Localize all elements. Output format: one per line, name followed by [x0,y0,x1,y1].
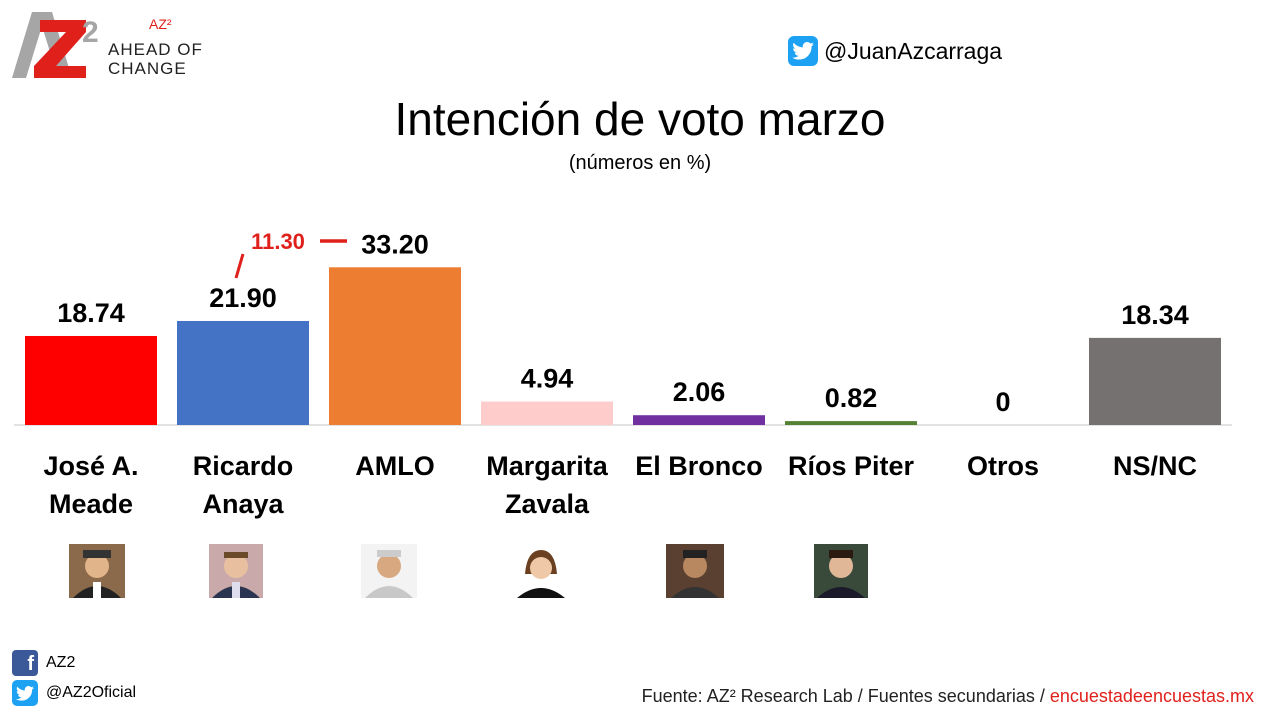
category-label-7-0: NS/NC [1113,451,1197,481]
svg-text:2: 2 [82,16,99,49]
facebook-name: AZ2 [46,654,76,671]
value-label-4: 2.06 [673,377,726,407]
bar-1 [177,320,309,425]
photo-bronco [666,544,724,598]
photo-zavala [513,544,569,598]
value-label-6: 0 [995,387,1010,417]
category-label-3-0: Margarita [486,451,609,481]
source-text: Fuente: AZ² Research Lab / Fuentes secun… [641,686,1050,706]
bar-7 [1089,337,1221,425]
twitter-link[interactable]: @AZ2Oficial [12,680,136,706]
category-label-3-1: Zavala [505,489,590,519]
category-label-0-1: Meade [49,489,133,519]
facebook-link[interactable]: f AZ2 [12,650,75,676]
difference-annotation: 11.30 [251,229,305,254]
az2-logo-mark: 2 [12,12,99,78]
category-label-1-1: Anaya [202,489,284,519]
photo-rios-piter [814,544,868,598]
value-label-7: 18.34 [1121,300,1189,330]
twitter-handle[interactable]: @JuanAzcarraga [788,36,1002,66]
category-label-4-0: El Bronco [635,451,763,481]
ahead-line-1: AHEAD OF [108,40,203,59]
source-note: Fuente: AZ² Research Lab / Fuentes secun… [642,686,1254,707]
bar-0 [25,335,157,425]
bar-chart: 18.74 José A. Meade 21.90 Ricardo Anaya 33.20 A… [14,229,1232,519]
az2-logo: 2 AZ² AHEAD OF CHANGE [12,12,212,82]
value-label-5: 0.82 [825,383,878,413]
twitter-small-icon [12,680,38,706]
az2-label: AZ² [149,16,172,32]
twitter-account: @AZ2Oficial [46,684,137,701]
chart-title: Intención de voto marzo [394,93,886,145]
category-label-0-0: José A. [43,451,138,481]
category-label-6-0: Otros [967,451,1039,481]
bar-5 [785,421,917,425]
annotation-connector-left [234,253,245,279]
source-link[interactable]: encuestadeencuestas.mx [1049,686,1254,706]
category-label-1-0: Ricardo [193,451,294,481]
bar-4 [633,415,765,425]
chart-subtitle: (números en %) [568,152,712,174]
photo-anaya [209,544,263,598]
photo-meade [69,544,125,598]
twitter-icon [788,36,818,66]
ahead-of-change: AHEAD OF CHANGE [108,40,203,78]
photo-amlo [361,544,417,598]
category-label-5-0: Ríos Piter [788,451,915,481]
bar-2 [329,267,461,425]
facebook-icon: f [12,650,38,676]
bar-3 [481,401,613,425]
category-label-2-0: AMLO [355,451,434,481]
value-label-3: 4.94 [521,364,574,394]
value-label-0: 18.74 [57,298,125,328]
value-label-2: 33.20 [361,229,429,259]
ahead-line-2: CHANGE [108,59,187,78]
twitter-handle-text: @JuanAzcarraga [824,37,1003,64]
value-label-1: 21.90 [209,283,277,313]
